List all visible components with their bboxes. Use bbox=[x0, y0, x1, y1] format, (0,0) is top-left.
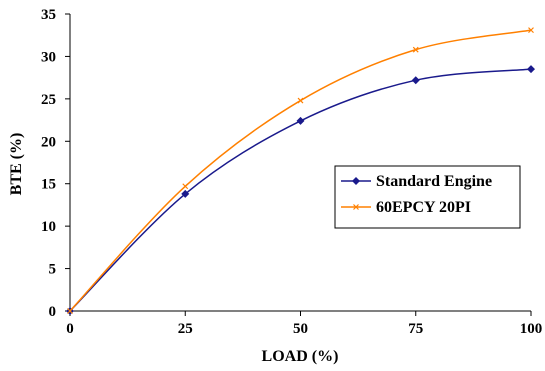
y-tick-label: 0 bbox=[49, 304, 57, 320]
legend-marker bbox=[352, 177, 360, 185]
x-axis-title: LOAD (%) bbox=[262, 348, 339, 365]
y-tick-label: 25 bbox=[41, 92, 56, 108]
legend-marker bbox=[353, 204, 359, 210]
legend-box bbox=[334, 165, 521, 229]
data-point bbox=[67, 308, 73, 314]
data-point bbox=[528, 27, 534, 34]
y-tick-label: 15 bbox=[41, 177, 56, 193]
data-point bbox=[411, 76, 420, 85]
ticks: 0 5 10 15 20 25 30 35 0 25 50 75 100 bbox=[41, 7, 542, 337]
data-point bbox=[296, 116, 305, 125]
series-layer bbox=[66, 27, 535, 315]
y-axis-title: BTE (%) bbox=[8, 133, 25, 196]
x-tick-label: 100 bbox=[520, 321, 543, 337]
y-tick-label: 20 bbox=[41, 134, 56, 150]
legend-label: Standard Engine bbox=[376, 173, 492, 190]
data-point bbox=[181, 189, 190, 198]
y-tick-label: 10 bbox=[41, 219, 56, 235]
legend-label: 60EPCY 20PI bbox=[376, 199, 471, 216]
y-tick-label: 35 bbox=[41, 7, 56, 23]
x-tick-label: 0 bbox=[66, 321, 74, 337]
axes bbox=[69, 14, 531, 312]
x-tick-label: 25 bbox=[178, 321, 193, 337]
data-point bbox=[297, 97, 304, 104]
y-tick-label: 30 bbox=[41, 49, 56, 65]
legend: Standard Engine 60EPCY 20PI bbox=[334, 165, 521, 229]
data-point bbox=[412, 46, 419, 53]
data-point bbox=[182, 183, 189, 190]
series-line-2 bbox=[69, 29, 532, 312]
x-tick-label: 50 bbox=[293, 321, 308, 337]
x-tick-label: 75 bbox=[408, 321, 423, 337]
y-tick-label: 5 bbox=[49, 262, 57, 278]
data-point bbox=[527, 65, 535, 74]
